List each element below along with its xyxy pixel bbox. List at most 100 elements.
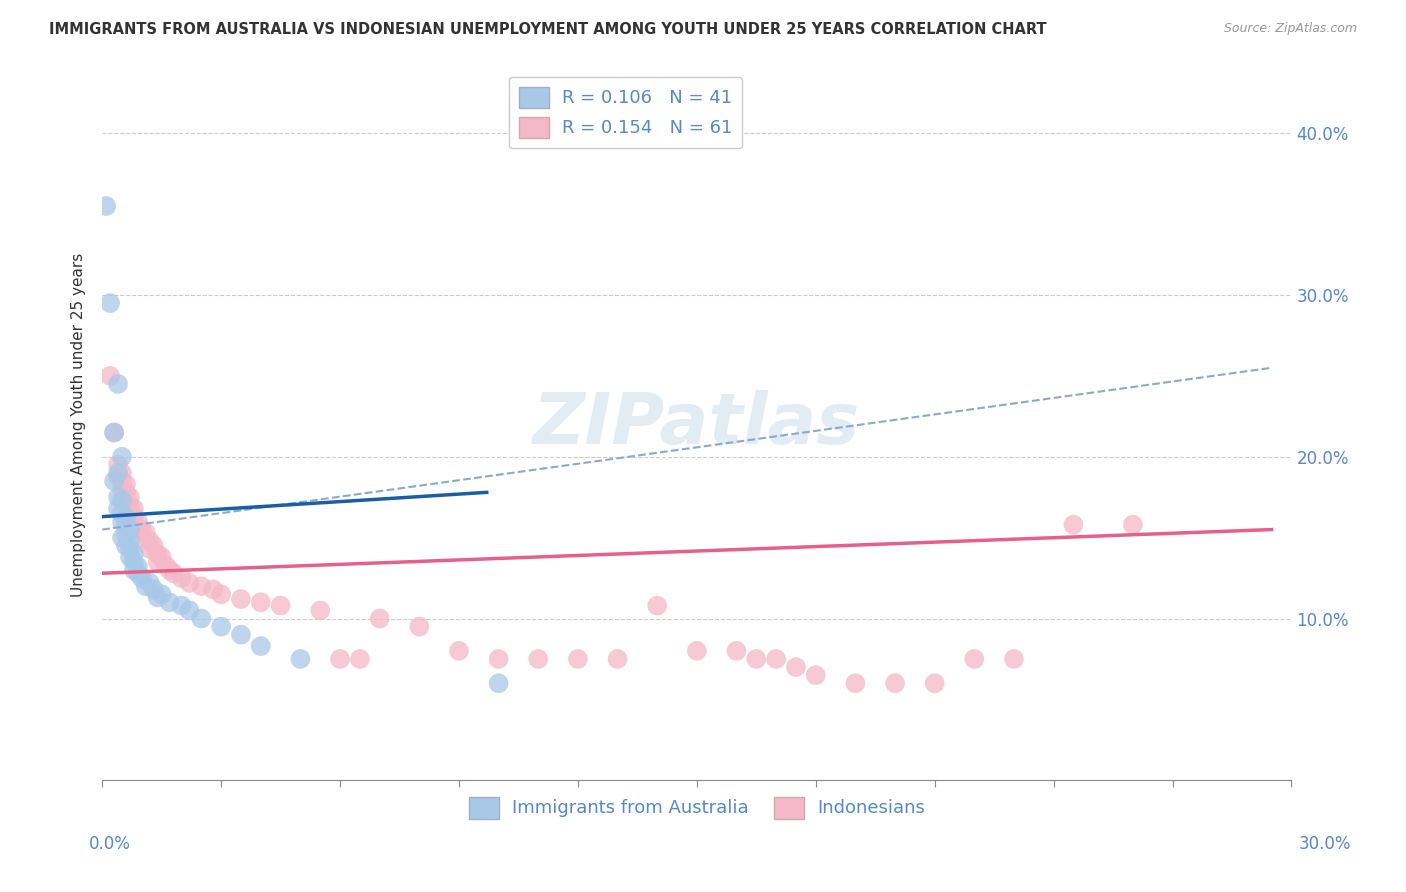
Point xyxy=(111,507,134,521)
Point xyxy=(111,493,134,508)
Point xyxy=(122,517,145,532)
Point xyxy=(118,498,141,512)
Y-axis label: Unemployment Among Youth under 25 years: Unemployment Among Youth under 25 years xyxy=(72,252,86,597)
Text: IMMIGRANTS FROM AUSTRALIA VS INDONESIAN UNEMPLOYMENT AMONG YOUTH UNDER 25 YEARS : IMMIGRANTS FROM AUSTRALIA VS INDONESIAN … xyxy=(49,22,1047,37)
Point xyxy=(115,527,138,541)
Point xyxy=(488,676,510,690)
Point xyxy=(844,676,866,690)
Point xyxy=(107,466,129,480)
Point xyxy=(150,550,173,565)
Point xyxy=(150,587,173,601)
Point xyxy=(1122,517,1144,532)
Point xyxy=(155,558,177,573)
Point xyxy=(645,599,668,613)
Point xyxy=(884,676,907,690)
Point xyxy=(139,541,162,556)
Point xyxy=(349,652,371,666)
Point xyxy=(139,533,162,548)
Point xyxy=(111,466,134,480)
Point xyxy=(111,450,134,464)
Point xyxy=(179,576,201,591)
Point xyxy=(804,668,827,682)
Point xyxy=(488,652,510,666)
Point xyxy=(963,652,986,666)
Point xyxy=(115,517,138,532)
Point xyxy=(745,652,768,666)
Point xyxy=(118,541,141,556)
Point xyxy=(142,539,165,553)
Point xyxy=(249,639,271,653)
Point xyxy=(111,474,134,488)
Point xyxy=(527,652,550,666)
Point xyxy=(785,660,807,674)
Point xyxy=(118,490,141,504)
Point xyxy=(190,611,212,625)
Point xyxy=(229,592,252,607)
Point xyxy=(115,495,138,509)
Text: Source: ZipAtlas.com: Source: ZipAtlas.com xyxy=(1223,22,1357,36)
Text: ZIPatlas: ZIPatlas xyxy=(533,390,860,458)
Point xyxy=(118,523,141,537)
Point xyxy=(209,587,232,601)
Point xyxy=(115,477,138,491)
Point xyxy=(290,652,312,666)
Point xyxy=(725,644,748,658)
Point xyxy=(139,576,162,591)
Point xyxy=(131,531,153,545)
Point xyxy=(118,533,141,548)
Point xyxy=(146,547,169,561)
Point xyxy=(107,501,129,516)
Point xyxy=(122,509,145,524)
Point xyxy=(159,595,181,609)
Point xyxy=(159,563,181,577)
Point xyxy=(103,474,125,488)
Point xyxy=(368,611,391,625)
Point xyxy=(1002,652,1025,666)
Point xyxy=(111,531,134,545)
Point xyxy=(142,582,165,597)
Point xyxy=(249,595,271,609)
Legend: Immigrants from Australia, Indonesians: Immigrants from Australia, Indonesians xyxy=(463,790,932,825)
Point xyxy=(135,525,157,540)
Point xyxy=(96,199,118,213)
Point xyxy=(115,485,138,500)
Point xyxy=(170,571,193,585)
Point xyxy=(202,582,225,597)
Point xyxy=(1062,517,1084,532)
Point xyxy=(209,619,232,633)
Point xyxy=(131,523,153,537)
Point xyxy=(190,579,212,593)
Point xyxy=(924,676,946,690)
Point xyxy=(122,555,145,569)
Point xyxy=(131,571,153,585)
Point xyxy=(270,599,292,613)
Point xyxy=(127,566,149,581)
Point xyxy=(107,469,129,483)
Point xyxy=(170,599,193,613)
Point xyxy=(765,652,787,666)
Point xyxy=(146,555,169,569)
Point xyxy=(98,296,121,310)
Point xyxy=(686,644,709,658)
Point xyxy=(115,511,138,525)
Point xyxy=(127,515,149,529)
Point xyxy=(447,644,470,658)
Point xyxy=(309,603,332,617)
Point xyxy=(329,652,352,666)
Point xyxy=(122,563,145,577)
Text: 30.0%: 30.0% xyxy=(1298,835,1351,853)
Point xyxy=(179,603,201,617)
Point xyxy=(122,547,145,561)
Point xyxy=(107,376,129,391)
Point xyxy=(146,591,169,605)
Point xyxy=(127,559,149,574)
Point xyxy=(118,507,141,521)
Point xyxy=(115,539,138,553)
Point xyxy=(107,490,129,504)
Point xyxy=(111,482,134,496)
Point xyxy=(122,501,145,516)
Point xyxy=(408,619,430,633)
Point xyxy=(98,368,121,383)
Point xyxy=(111,515,134,529)
Point xyxy=(135,579,157,593)
